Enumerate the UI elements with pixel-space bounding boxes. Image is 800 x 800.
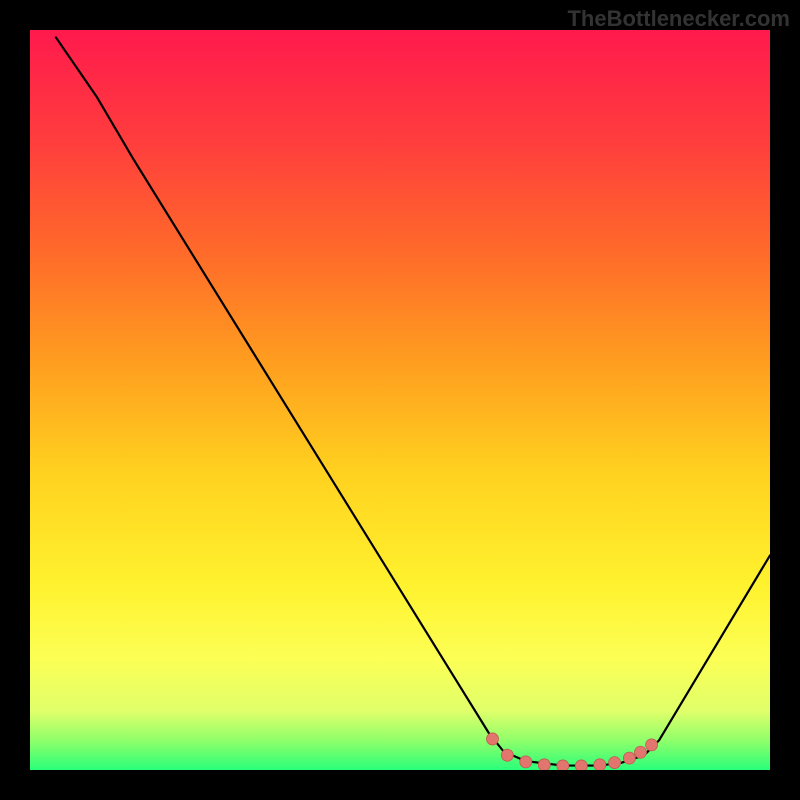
marker-point (635, 746, 647, 758)
marker-point (646, 739, 658, 751)
marker-point (609, 757, 621, 769)
marker-point (487, 733, 499, 745)
chart-container: TheBottlenecker.com (0, 0, 800, 800)
marker-point (594, 759, 606, 771)
chart-background (30, 30, 770, 770)
marker-point (623, 752, 635, 764)
watermark-text: TheBottlenecker.com (567, 6, 790, 32)
marker-point (538, 759, 550, 771)
bottleneck-chart (0, 0, 800, 800)
marker-point (501, 749, 513, 761)
marker-point (520, 756, 532, 768)
